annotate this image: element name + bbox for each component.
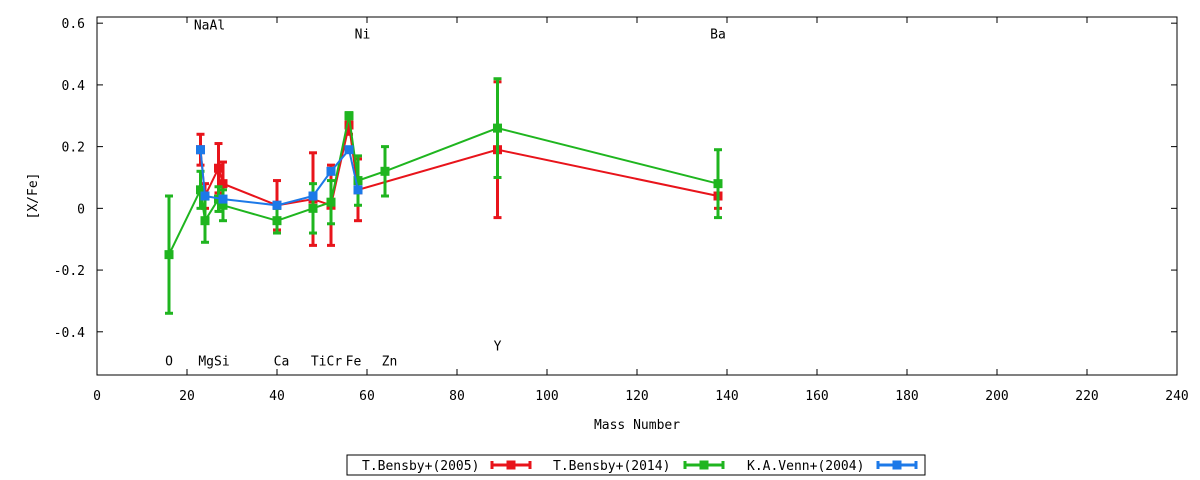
data-point bbox=[272, 200, 282, 210]
x-tick-label: 20 bbox=[179, 389, 195, 404]
x-tick-label: 140 bbox=[715, 389, 738, 404]
x-tick-label: 100 bbox=[535, 389, 558, 404]
element-label: Fe bbox=[346, 355, 362, 370]
y-tick-label: -0.2 bbox=[54, 264, 85, 279]
data-point bbox=[353, 176, 363, 186]
x-tick-label: 80 bbox=[449, 389, 465, 404]
x-tick-label: 240 bbox=[1165, 389, 1188, 404]
data-point bbox=[326, 197, 336, 207]
x-tick-label: 120 bbox=[625, 389, 648, 404]
x-tick-label: 180 bbox=[895, 389, 918, 404]
data-point bbox=[344, 145, 354, 155]
element-label: Zn bbox=[382, 355, 398, 370]
data-point bbox=[272, 216, 282, 226]
data-point bbox=[200, 191, 210, 201]
data-point bbox=[344, 120, 354, 130]
data-point bbox=[196, 145, 205, 155]
data-point bbox=[218, 200, 228, 210]
element-label: TiCr bbox=[311, 355, 342, 370]
series-1 bbox=[164, 77, 723, 315]
y-tick-label: 0.4 bbox=[62, 79, 86, 94]
legend-marker bbox=[506, 460, 516, 470]
data-point bbox=[218, 179, 228, 189]
data-point bbox=[353, 185, 363, 195]
data-point bbox=[713, 179, 723, 189]
x-tick-label: 160 bbox=[805, 389, 828, 404]
legend-label: K.A.Venn+(2004) bbox=[747, 459, 864, 474]
legend-label: T.Bensby+(2014) bbox=[553, 459, 670, 474]
data-point bbox=[218, 194, 228, 204]
element-label: Ba bbox=[710, 28, 726, 43]
legend-marker bbox=[892, 460, 902, 470]
data-point bbox=[380, 166, 390, 176]
element-label: Ni bbox=[355, 28, 371, 43]
data-point bbox=[344, 111, 354, 121]
x-tick-label: 200 bbox=[985, 389, 1008, 404]
data-point bbox=[326, 166, 336, 176]
y-tick-label: 0.6 bbox=[62, 17, 85, 32]
y-tick-label: -0.4 bbox=[54, 326, 85, 341]
element-label: MgSi bbox=[198, 355, 229, 370]
plot-frame bbox=[96, 16, 1178, 376]
axes: 0 20 40 60 80 100 120 140 160 180 200 220 240 -0.4 -0.… bbox=[26, 16, 1189, 433]
y-axis-label: [X/Fe] bbox=[26, 173, 41, 220]
element-label: O bbox=[165, 355, 173, 370]
data-point bbox=[493, 123, 502, 133]
series-line bbox=[168, 115, 719, 256]
data-point bbox=[308, 203, 318, 213]
legend-marker bbox=[699, 460, 709, 470]
data-point bbox=[196, 185, 205, 195]
element-label: Y bbox=[494, 339, 502, 354]
legend-box bbox=[346, 454, 926, 476]
plot-area bbox=[164, 77, 723, 315]
element-labels: O NaAl MgSi Ca TiCr Fe Ni Zn Y Ba bbox=[165, 18, 726, 369]
legend-label: T.Bensby+(2005) bbox=[362, 459, 479, 474]
x-tick-label: 60 bbox=[359, 389, 375, 404]
x-axis-label: Mass Number bbox=[594, 418, 680, 433]
data-point bbox=[214, 163, 223, 173]
x-tick-label: 220 bbox=[1075, 389, 1098, 404]
element-label: NaAl bbox=[194, 18, 225, 33]
y-tick-label: 0.2 bbox=[62, 141, 85, 156]
data-point bbox=[164, 250, 174, 260]
series-2 bbox=[196, 145, 363, 210]
x-tick-label: 0 bbox=[93, 389, 101, 404]
x-tick-label: 40 bbox=[269, 389, 285, 404]
data-point bbox=[200, 216, 210, 226]
legend: T.Bensby+(2005) T.Bensby+(2014) K.A.Venn+(… bbox=[346, 454, 926, 476]
element-label: Ca bbox=[274, 355, 290, 370]
y-tick-label: 0 bbox=[77, 202, 85, 217]
data-point bbox=[308, 191, 318, 201]
